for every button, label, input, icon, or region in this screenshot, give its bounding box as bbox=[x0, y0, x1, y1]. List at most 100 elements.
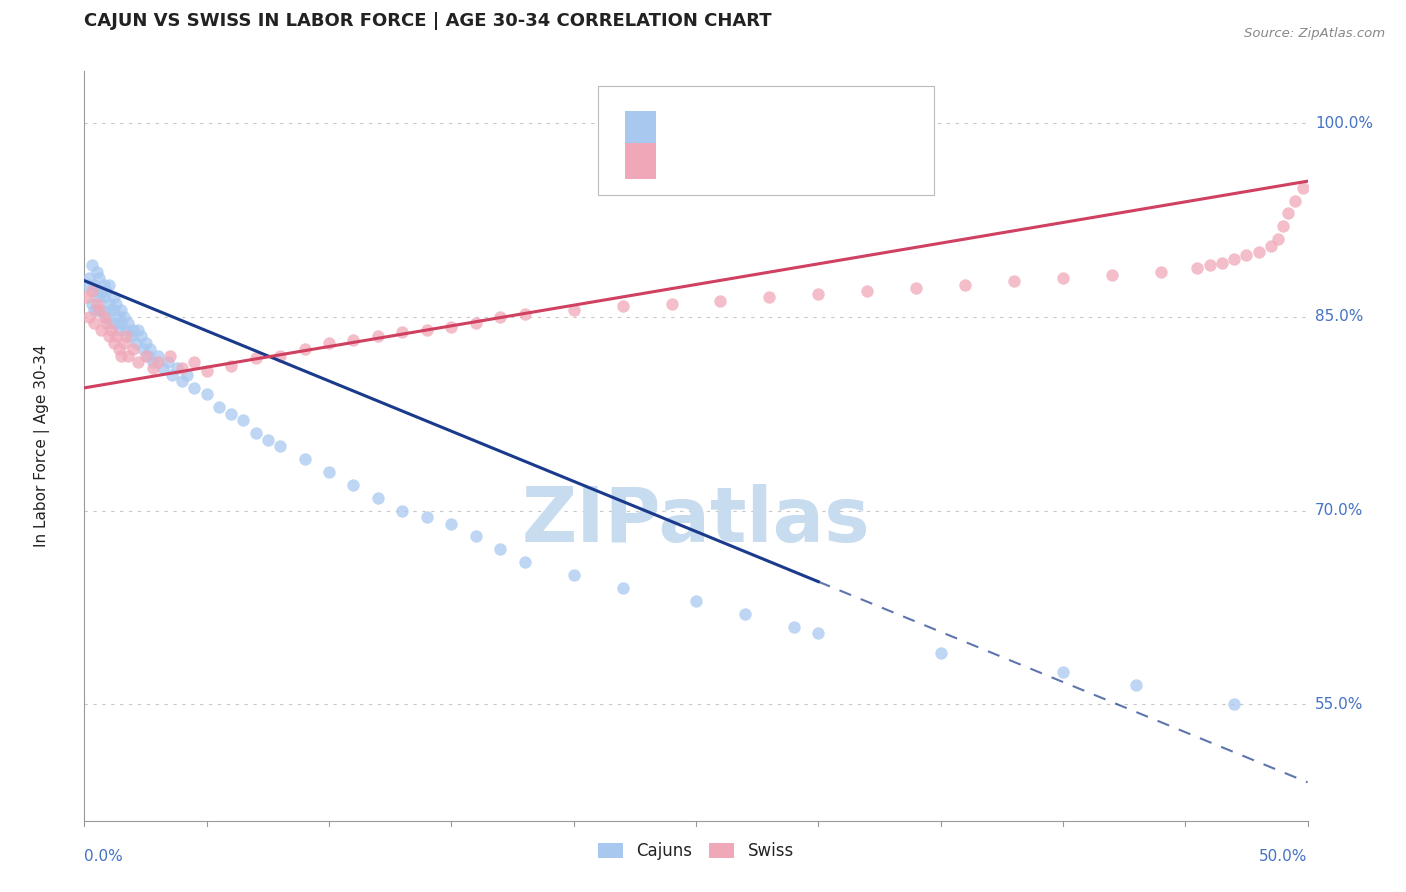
Point bbox=[77, 271, 100, 285]
Point bbox=[416, 323, 439, 337]
Point bbox=[122, 342, 145, 356]
Point bbox=[162, 368, 184, 382]
Point bbox=[758, 290, 780, 304]
Point bbox=[117, 316, 139, 330]
Point bbox=[83, 277, 105, 292]
Point bbox=[96, 310, 118, 324]
Point bbox=[83, 316, 105, 330]
Point bbox=[100, 316, 122, 330]
Legend: Cajuns, Swiss: Cajuns, Swiss bbox=[591, 834, 801, 869]
FancyBboxPatch shape bbox=[626, 112, 655, 147]
Text: 0.0%: 0.0% bbox=[84, 849, 124, 864]
Point bbox=[391, 326, 413, 340]
Point bbox=[1234, 248, 1257, 262]
Point bbox=[83, 303, 105, 318]
Point bbox=[1125, 678, 1147, 692]
Text: 50.0%: 50.0% bbox=[1260, 849, 1308, 864]
Point bbox=[146, 355, 169, 369]
Text: Source: ZipAtlas.com: Source: ZipAtlas.com bbox=[1244, 27, 1385, 40]
Text: R = -0.290: R = -0.290 bbox=[671, 120, 759, 138]
Point bbox=[110, 316, 132, 330]
Point bbox=[807, 626, 830, 640]
Point bbox=[257, 433, 280, 447]
Point bbox=[107, 323, 129, 337]
Text: N = 65: N = 65 bbox=[799, 153, 860, 170]
Point bbox=[183, 381, 205, 395]
Point bbox=[166, 361, 188, 376]
Text: R =  0.339: R = 0.339 bbox=[671, 153, 759, 170]
Point bbox=[127, 323, 149, 337]
Point bbox=[90, 303, 112, 318]
Point bbox=[440, 516, 463, 531]
Point bbox=[93, 310, 115, 324]
Point bbox=[127, 355, 149, 369]
Text: 100.0%: 100.0% bbox=[1315, 116, 1372, 130]
Point bbox=[107, 342, 129, 356]
Point bbox=[1223, 252, 1246, 266]
Point bbox=[1284, 194, 1306, 208]
Point bbox=[80, 297, 103, 311]
Point bbox=[612, 300, 634, 314]
Point bbox=[269, 349, 291, 363]
Point bbox=[1052, 271, 1074, 285]
Point bbox=[100, 323, 122, 337]
Point bbox=[318, 335, 340, 350]
Point bbox=[513, 555, 536, 569]
Point bbox=[905, 281, 928, 295]
Point bbox=[87, 290, 110, 304]
Point bbox=[245, 426, 267, 441]
Point bbox=[86, 264, 108, 278]
Point bbox=[107, 310, 129, 324]
Point bbox=[156, 355, 179, 369]
Point bbox=[1211, 255, 1233, 269]
Point bbox=[734, 607, 756, 621]
Point bbox=[1002, 274, 1025, 288]
Text: N = 77: N = 77 bbox=[799, 120, 862, 138]
Point bbox=[129, 329, 152, 343]
Point bbox=[97, 277, 120, 292]
Point bbox=[195, 387, 218, 401]
Point bbox=[103, 290, 125, 304]
Point bbox=[146, 349, 169, 363]
Point bbox=[294, 451, 316, 466]
Point bbox=[152, 361, 174, 376]
FancyBboxPatch shape bbox=[626, 144, 655, 179]
Point bbox=[93, 277, 115, 292]
Point bbox=[100, 303, 122, 318]
Point bbox=[136, 349, 159, 363]
Point bbox=[953, 277, 976, 292]
Point bbox=[125, 335, 148, 350]
Text: 70.0%: 70.0% bbox=[1315, 503, 1364, 518]
Point bbox=[1277, 206, 1299, 220]
Point bbox=[1052, 665, 1074, 679]
Point bbox=[139, 342, 162, 356]
Point bbox=[77, 310, 100, 324]
Point bbox=[1260, 239, 1282, 253]
Point bbox=[219, 359, 242, 373]
Point bbox=[90, 284, 112, 298]
Point bbox=[112, 310, 135, 324]
Point bbox=[135, 349, 157, 363]
Text: 55.0%: 55.0% bbox=[1315, 697, 1364, 712]
Point bbox=[122, 323, 145, 337]
Point bbox=[367, 329, 389, 343]
Point bbox=[87, 271, 110, 285]
Point bbox=[929, 646, 952, 660]
Point bbox=[1267, 232, 1289, 246]
Point bbox=[115, 329, 138, 343]
Point bbox=[489, 310, 512, 324]
Point bbox=[86, 303, 108, 318]
Point bbox=[783, 620, 806, 634]
Point bbox=[195, 364, 218, 378]
Point bbox=[183, 355, 205, 369]
Point bbox=[342, 477, 364, 491]
Point bbox=[1247, 245, 1270, 260]
Point bbox=[110, 303, 132, 318]
Point bbox=[80, 284, 103, 298]
Point bbox=[489, 542, 512, 557]
Point bbox=[208, 401, 231, 415]
Point bbox=[685, 594, 707, 608]
FancyBboxPatch shape bbox=[598, 87, 935, 195]
Point bbox=[103, 335, 125, 350]
Point bbox=[1101, 268, 1123, 283]
